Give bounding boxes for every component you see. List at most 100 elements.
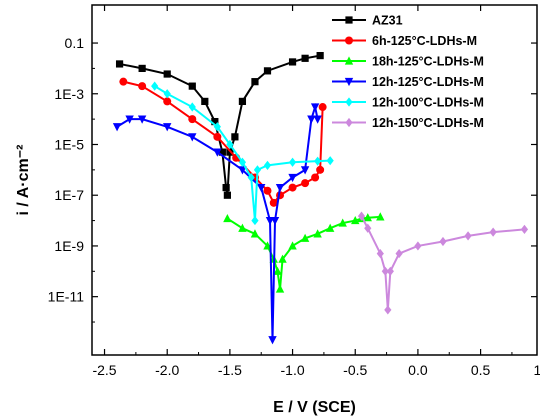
data-point [223,213,232,223]
data-point [489,227,497,237]
data-point [253,165,262,175]
legend: AZ31 6h-125°C-LDHs-M 18h-125°C-LDHs-M 12h-1… [332,14,484,130]
legend-label: 12h-150°C-LDHs-M [372,116,484,130]
data-point [384,305,392,315]
data-point [464,231,472,241]
data-point [316,165,325,174]
data-point [213,122,221,132]
legend-label: 18h-125°C-LDHs-M [372,55,484,69]
series-line [154,85,331,221]
data-point [263,160,272,170]
data-point [201,97,209,106]
data-point [251,215,259,226]
data-point [345,36,353,45]
legend-item: 12h-150°C-LDHs-M [332,116,484,130]
x-tick-label: 0.0 [408,362,428,378]
series-1 [119,77,327,207]
y-tick-label: 1E-7 [54,187,84,203]
data-point [300,166,310,175]
data-point [300,233,310,242]
y-tick-label: 0.1 [65,35,85,51]
data-point [247,172,255,183]
data-point [188,102,196,112]
data-point [112,123,122,132]
legend-item: 12h-100°C-LDHs-M [332,96,484,110]
plot-frame [91,4,538,356]
x-axis-title: E / V (SCE) [273,399,356,416]
x-tick-label: -2.5 [92,362,116,378]
series-2 [223,212,385,293]
data-point [345,117,353,128]
data-point [301,54,309,62]
data-point [414,241,422,251]
data-point [263,186,272,195]
data-point [238,223,247,232]
data-point [218,148,226,156]
data-point [251,78,259,86]
x-tick-label: 0.5 [471,362,491,378]
x-tick-label: -0.5 [343,362,367,378]
data-point [338,218,347,227]
data-point [316,51,324,60]
data-point [188,115,197,124]
data-point [138,64,146,73]
data-point [223,191,231,199]
series-line [226,215,381,290]
data-point [222,183,230,192]
data-point [238,97,247,106]
legend-label: AZ31 [372,14,403,28]
series-4 [151,81,334,226]
data-point [311,173,320,182]
data-point [238,157,247,167]
data-point [395,248,403,259]
data-point [163,89,171,99]
data-point [313,229,322,238]
data-point [326,156,334,166]
data-point [325,223,335,232]
data-point [275,284,285,293]
data-point [288,173,297,183]
data-point [125,115,134,124]
series-line [360,215,525,310]
data-point [345,16,353,24]
legend-item: 6h-125°C-LDHs-M [332,34,477,48]
data-point [288,241,297,250]
data-point [137,115,147,124]
data-point [263,67,272,75]
data-point [269,198,278,207]
data-point [318,103,327,112]
data-point [376,212,385,221]
x-tick-label: -2.0 [155,362,179,378]
axes: -2.5 -2.0 -1.5 -1.0 -0.5 0.0 0.5 1.0 0.1 1E-3 1E-5… [48,4,540,378]
data-point [345,97,353,107]
data-point [439,236,447,247]
series-5 [357,211,529,315]
data-point [344,56,354,65]
data-point [213,132,222,141]
data-point [386,266,394,276]
data-point [288,58,297,66]
data-point [520,224,529,234]
legend-label: 12h-125°C-LDHs-M [372,75,484,89]
legend-item: AZ31 [332,14,403,28]
data-point [314,156,322,166]
data-point [344,77,354,87]
data-point [288,157,297,167]
data-point [250,229,260,238]
legend-label: 6h-125°C-LDHs-M [372,34,477,48]
data-point [151,81,159,91]
x-tick-label: -1.5 [218,362,242,378]
x-tick-label: -1.0 [281,362,305,378]
data-point [188,82,196,90]
data-point [307,115,316,124]
data-point [211,117,219,126]
data-point [364,223,372,233]
y-axis-title: i / A·cm⁻² [15,145,32,216]
data-point [138,82,147,91]
data-point [257,183,266,193]
y-tick-label: 1E-5 [54,136,84,152]
y-tick-label: 1E-9 [54,238,84,254]
data-point [376,248,384,259]
data-point [268,336,277,345]
